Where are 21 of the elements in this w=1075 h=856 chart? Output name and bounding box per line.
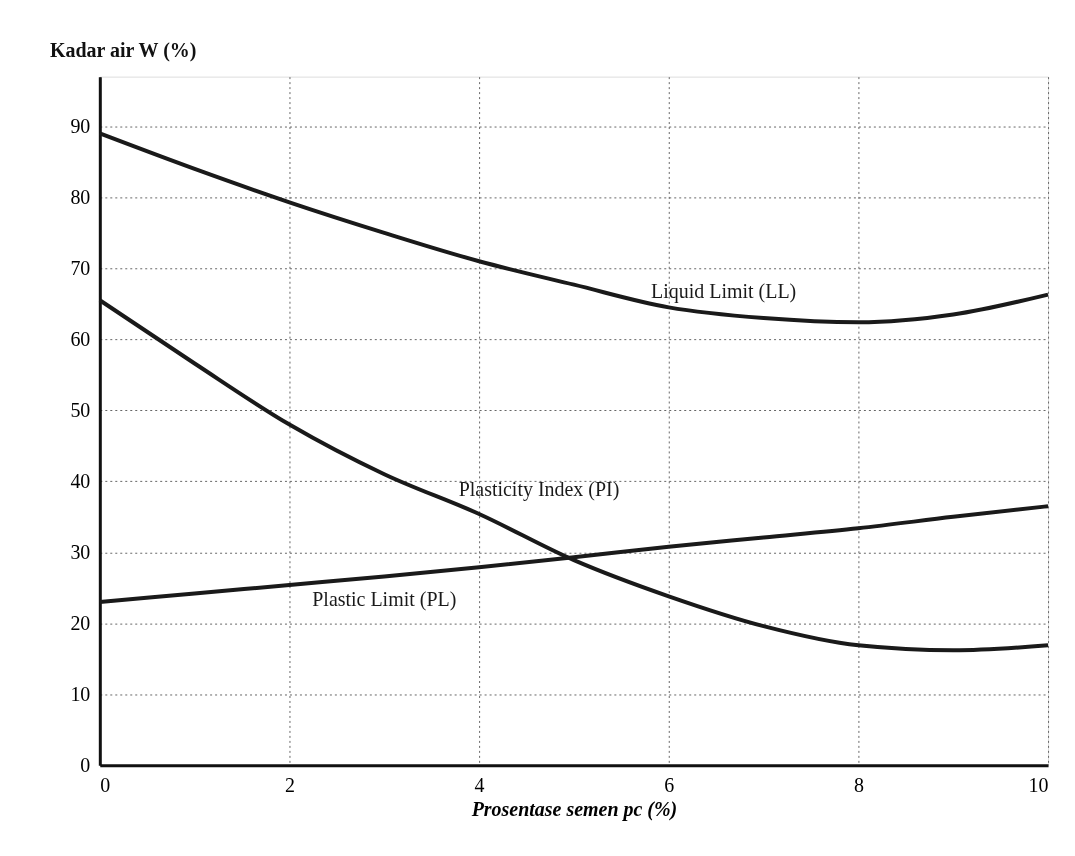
y-axis-title: Kadar air W (%)	[49, 38, 197, 62]
x-tick-label: 6	[664, 773, 675, 796]
x-tick-label: 8	[853, 773, 864, 796]
series-label: Liquid Limit (LL)	[651, 280, 797, 304]
y-tick-label: 0	[80, 753, 91, 776]
x-tick-label: 4	[474, 773, 485, 796]
x-axis-title: Prosentase semen pc (%)	[470, 797, 678, 821]
x-tick-label: 10	[1028, 773, 1049, 796]
y-tick-label: 90	[70, 114, 91, 137]
y-tick-label: 60	[70, 327, 91, 350]
y-tick-label: 10	[70, 682, 91, 705]
y-tick-label: 80	[70, 185, 91, 208]
y-tick-label: 30	[70, 540, 91, 563]
series-label: Plastic Limit (PL)	[312, 588, 457, 612]
y-tick-label: 40	[70, 469, 91, 492]
y-tick-label: 20	[70, 611, 91, 634]
y-tick-label: 70	[70, 256, 91, 279]
x-tick-label: 2	[284, 773, 295, 796]
y-tick-label: 50	[70, 398, 91, 421]
series-label: Plasticity Index (PI)	[458, 478, 620, 502]
x-tick-label: 0	[100, 773, 111, 796]
